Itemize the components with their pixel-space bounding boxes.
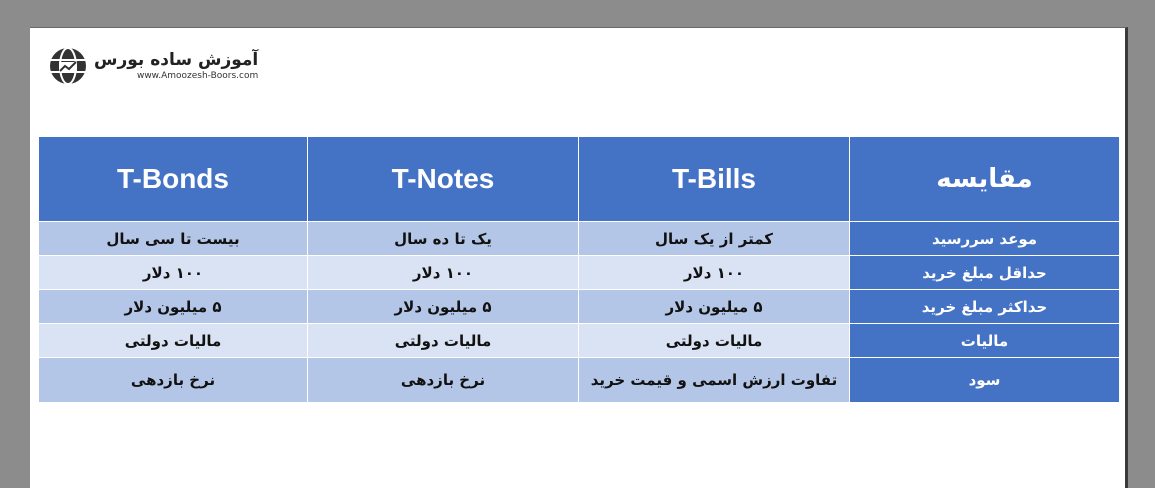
comparison-table: مقایسه T-Bills T-Notes T-Bonds موعد سررس… [38, 136, 1120, 403]
row-label: مالیات [849, 323, 1120, 358]
row-label: موعد سررسید [849, 221, 1120, 256]
globe-chart-icon [50, 47, 86, 85]
table-cell: نرخ بازدهی [38, 357, 308, 403]
table-cell: تفاوت ارزش اسمی و قیمت خرید [578, 357, 850, 403]
table-cell: ۱۰۰ دلار [578, 255, 850, 290]
table-cell: ۵ میلیون دلار [38, 289, 308, 324]
table-cell: مالیات دولتی [578, 323, 850, 358]
table-cell: بیست تا سی سال [38, 221, 308, 256]
header-row: مقایسه T-Bills T-Notes T-Bonds [38, 136, 1120, 222]
header-cell: T-Bills [578, 136, 850, 222]
table-cell: مالیات دولتی [307, 323, 579, 358]
table-cell: کمتر از یک سال [578, 221, 850, 256]
header-cell: T-Bonds [38, 136, 308, 222]
logo: آموزش ساده بورس www.Amoozesh-Boors.com [48, 46, 258, 86]
table-row: مالیات مالیات دولتی مالیات دولتی مالیات … [38, 323, 1120, 358]
table-row: حداکثر مبلغ خرید ۵ میلیون دلار ۵ میلیون … [38, 289, 1120, 324]
header-cell: T-Notes [307, 136, 579, 222]
row-label: حداکثر مبلغ خرید [849, 289, 1120, 324]
table-cell: مالیات دولتی [38, 323, 308, 358]
brand-name: آموزش ساده بورس [94, 50, 259, 70]
row-label: حداقل مبلغ خرید [849, 255, 1120, 290]
row-label: سود [849, 357, 1120, 403]
brand-url: www.Amoozesh-Boors.com [136, 71, 259, 81]
table-cell: ۵ میلیون دلار [578, 289, 850, 324]
table-cell: ۵ میلیون دلار [307, 289, 579, 324]
table-cell: ۱۰۰ دلار [307, 255, 579, 290]
table-cell: نرخ بازدهی [307, 357, 579, 403]
table-row: حداقل مبلغ خرید ۱۰۰ دلار ۱۰۰ دلار ۱۰۰ دل… [38, 255, 1120, 290]
table-cell: یک تا ده سال [307, 221, 579, 256]
header-cell: مقایسه [849, 136, 1120, 222]
table-row: موعد سررسید کمتر از یک سال یک تا ده سال … [38, 221, 1120, 256]
table-cell: ۱۰۰ دلار [38, 255, 308, 290]
table-row: سود تفاوت ارزش اسمی و قیمت خرید نرخ بازد… [38, 357, 1120, 403]
